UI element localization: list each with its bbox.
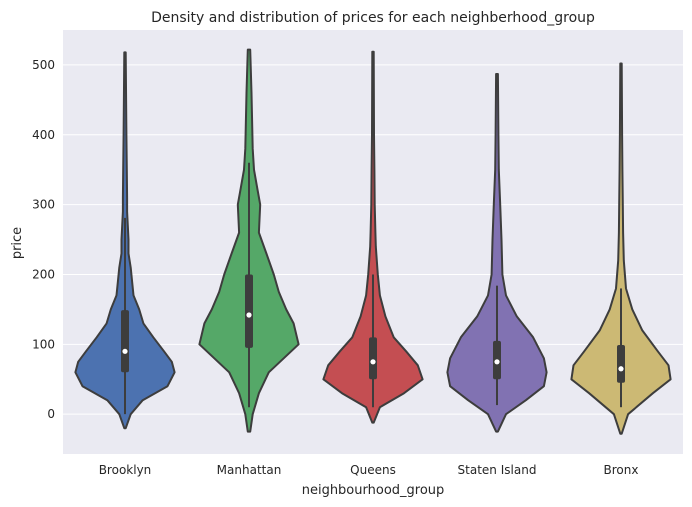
x-tick-labels: Brooklyn Manhattan Queens Staten Island Bron… — [99, 463, 639, 477]
violin-body — [322, 50, 424, 424]
iqr-box — [369, 337, 377, 380]
y-tick-label: 100 — [32, 337, 55, 351]
violin-body — [570, 62, 672, 435]
median-dot — [122, 348, 128, 354]
x-axis-title: neighbourhood_group — [302, 483, 445, 498]
x-tick-label: Queens — [350, 463, 396, 477]
x-tick-label: Bronx — [604, 463, 639, 477]
y-tick-label: 400 — [32, 128, 55, 142]
iqr-box — [245, 274, 253, 348]
median-dot — [370, 359, 376, 365]
inner-boxes — [121, 162, 625, 415]
iqr-box — [121, 310, 129, 373]
x-tick-label: Brooklyn — [99, 463, 152, 477]
iqr-box — [617, 345, 625, 383]
y-tick-label: 500 — [32, 58, 55, 72]
y-tick-labels: 0 100 200 300 400 500 — [32, 58, 55, 421]
median-dot — [618, 366, 624, 372]
y-axis-title: price — [10, 227, 25, 259]
violin-body — [446, 73, 548, 433]
median-dot — [494, 359, 500, 365]
median-dot — [246, 312, 252, 318]
x-tick-label: Manhattan — [217, 463, 282, 477]
chart-title: Density and distribution of prices for e… — [151, 10, 595, 26]
y-tick-label: 200 — [32, 267, 55, 281]
x-tick-label: Staten Island — [458, 463, 537, 477]
y-tick-label: 0 — [47, 407, 55, 421]
y-tick-label: 300 — [32, 198, 55, 212]
